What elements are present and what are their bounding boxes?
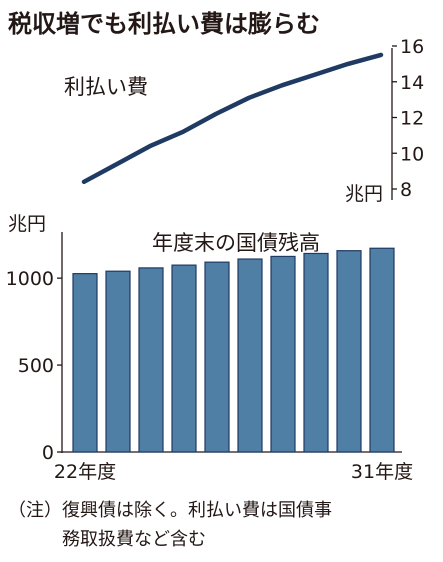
line-unit-label: 兆円 [345, 183, 383, 205]
bar-tick-label: 0 [42, 442, 54, 464]
bar [369, 247, 395, 453]
bar [105, 270, 131, 453]
line-chart-ticks: 8 10 12 14 16 [392, 36, 424, 201]
bar-chart-bars [72, 247, 395, 453]
bar-unit-label: 兆円 [8, 213, 46, 235]
bar [303, 252, 329, 453]
footnote-line-2: 務取扱費など含む [62, 529, 206, 550]
line-tick-label: 12 [400, 108, 424, 130]
bar [237, 258, 263, 453]
interest-payment-line [81, 52, 384, 185]
bar-chart-x-labels: 22年度 31年度 [54, 461, 413, 483]
interest-payment-line-chart: 利払い費 8 10 12 14 16 兆円 [64, 36, 424, 205]
bar-x-label: 31年度 [351, 461, 413, 483]
bar-chart-title: 年度末の国債残高 [152, 231, 320, 255]
line-tick-label: 16 [400, 36, 424, 58]
line-series-label: 利払い費 [64, 75, 148, 99]
line-tick-label: 14 [400, 72, 424, 94]
headline: 税収増でも利払い費は膨らむ [8, 10, 320, 38]
bar-x-label: 22年度 [54, 461, 116, 483]
bar [138, 267, 164, 453]
bar [72, 273, 98, 453]
bar [204, 261, 230, 453]
bar [171, 264, 197, 453]
bar-tick-label: 1000 [6, 268, 54, 290]
line-tick-label: 8 [400, 179, 412, 201]
bar [270, 255, 296, 453]
bar-chart-ticks: 0 500 1000 [6, 268, 62, 464]
bar [336, 250, 362, 453]
bar-tick-label: 500 [18, 355, 54, 377]
line-chart-points [83, 54, 382, 182]
footnote-line-1: （注）復興債は除く。利払い費は国債事 [8, 500, 332, 521]
debt-balance-bar-chart: 兆円 年度末の国債残高 0 500 1000 22年度 31年度 [6, 213, 413, 483]
line-tick-label: 10 [400, 143, 424, 165]
